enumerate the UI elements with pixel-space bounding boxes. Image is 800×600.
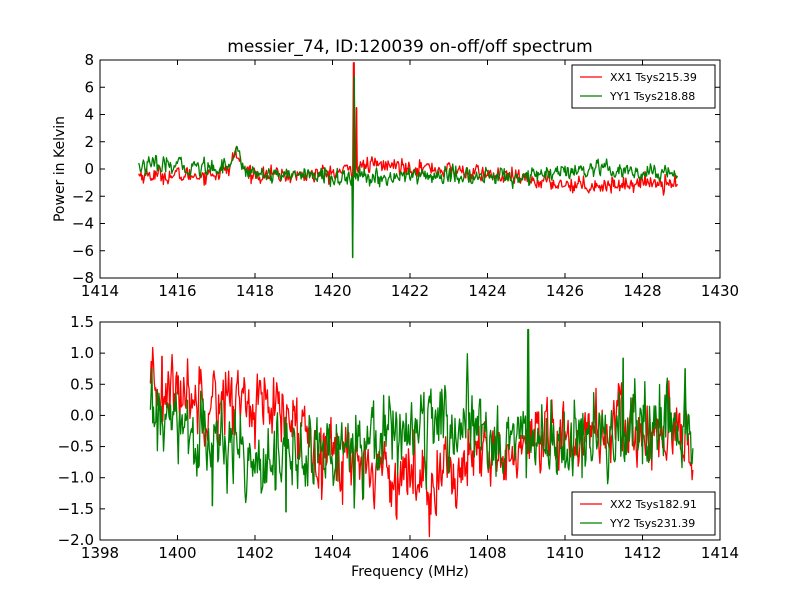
- series-line-2: [149, 328, 694, 513]
- series-line-1: [138, 62, 678, 196]
- y-tick-label: −2.0: [58, 531, 94, 549]
- bottom-plot-panel: 1398 1400 1402 1404 1406 1408 1410 1412 1414 −2.0…: [58, 313, 740, 562]
- x-tick-label: 1424: [468, 282, 506, 300]
- x-tick-label: 1400: [158, 544, 196, 562]
- series-group: [149, 328, 694, 538]
- legend-label-1: XX1 Tsys215.39: [610, 71, 697, 84]
- top-plot-panel: 1414 1416 1418 1420 1422 1424 1426 1428 1430 −8 −6…: [72, 51, 739, 300]
- x-tick-label: 1410: [546, 544, 584, 562]
- legend-label-2: YY1 Tsys218.88: [609, 90, 695, 103]
- x-tick-label: 1398: [81, 544, 119, 562]
- x-tick-label: 1414: [701, 544, 739, 562]
- y-tick-label: −1.5: [58, 500, 94, 518]
- x-tick-label: 1430: [701, 282, 739, 300]
- x-tick-label: 1408: [468, 544, 506, 562]
- y-tick-label: −4: [72, 215, 94, 233]
- chart-title: messier_74, ID:120039 on-off/off spectru…: [227, 37, 592, 57]
- y-tick-label: 6: [84, 78, 94, 96]
- y-tick-label: 8: [84, 51, 94, 69]
- x-tick-label: 1422: [391, 282, 429, 300]
- series-group: [138, 62, 678, 259]
- x-tick-label: 1418: [236, 282, 274, 300]
- x-tick-label: 1412: [623, 544, 661, 562]
- bottom-x-axis-label: Frequency (MHz): [351, 564, 469, 580]
- x-tick-label: 1416: [158, 282, 196, 300]
- y-tick-label: −8: [72, 269, 94, 287]
- y-tick-label: 0.5: [70, 375, 94, 393]
- y-tick-label: 1.5: [70, 313, 94, 331]
- y-tick-label: −0.5: [58, 438, 94, 456]
- x-tick-label: 1428: [623, 282, 661, 300]
- series-line-2: [138, 75, 678, 259]
- y-tick-label: −1.0: [58, 469, 94, 487]
- y-tick-label: 0.0: [70, 406, 94, 424]
- legend: XX1 Tsys215.39 YY1 Tsys218.88: [571, 64, 716, 109]
- x-tick-label: 1426: [546, 282, 584, 300]
- legend-label-2: YY2 Tsys231.39: [609, 517, 695, 530]
- legend-label-1: XX2 Tsys182.91: [610, 498, 697, 511]
- x-tick-label: 1404: [313, 544, 351, 562]
- x-tick-label: 1402: [236, 544, 274, 562]
- y-tick-label: 4: [84, 106, 94, 124]
- top-y-axis-label: Power in Kelvin: [52, 116, 68, 222]
- y-tick-label: −2: [72, 187, 94, 205]
- x-tick-label: 1406: [391, 544, 429, 562]
- legend-box: [571, 491, 716, 536]
- x-tick-label: 1420: [313, 282, 351, 300]
- x-tick-label: 1414: [81, 282, 119, 300]
- legend: XX2 Tsys182.91 YY2 Tsys231.39: [571, 491, 716, 536]
- y-tick-label: 2: [84, 133, 94, 151]
- y-tick-label: 1.0: [70, 344, 94, 362]
- legend-box: [571, 64, 716, 109]
- y-tick-label: −6: [72, 242, 94, 260]
- y-tick-label: 0: [84, 160, 94, 178]
